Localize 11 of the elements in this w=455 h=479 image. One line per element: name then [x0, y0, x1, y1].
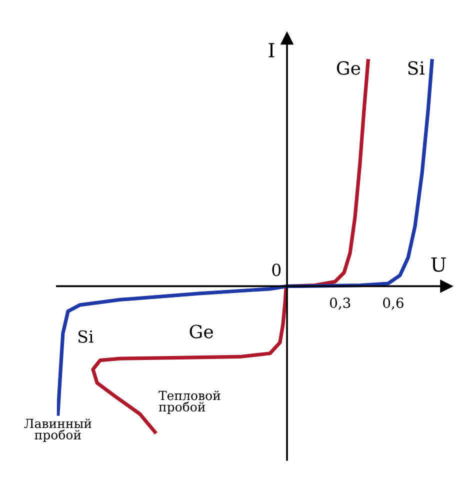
x-axis-title: U: [431, 257, 446, 272]
annotation: Si: [78, 330, 94, 343]
series-label: Si: [408, 61, 425, 75]
x-tick-label: 0,6: [383, 298, 404, 310]
series-label: Ge: [336, 61, 360, 75]
annotation: Тепловой пробой: [158, 390, 220, 414]
x-tick-label: 0,3: [330, 298, 350, 310]
annotation: 0: [272, 264, 281, 276]
annotation: Лавинный пробой: [24, 418, 92, 442]
annotation: Ge: [190, 324, 213, 338]
y-axis-title: I: [268, 43, 274, 58]
